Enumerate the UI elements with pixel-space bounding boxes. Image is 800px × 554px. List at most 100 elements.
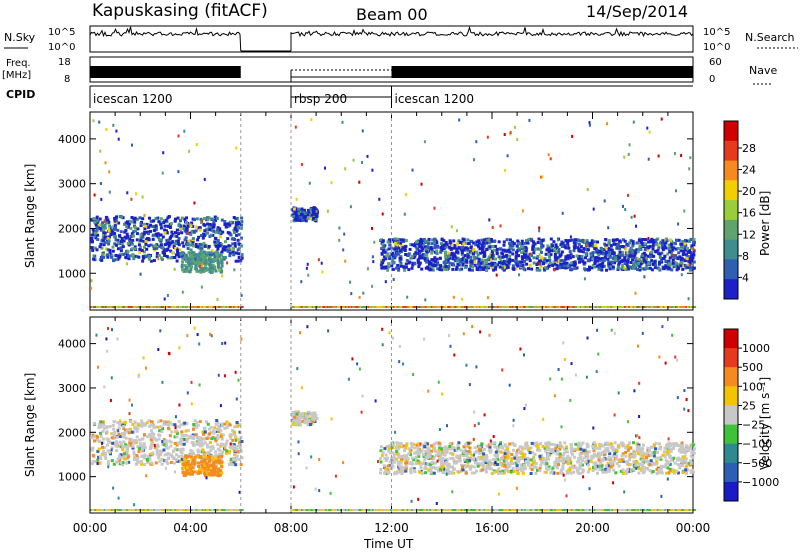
scatter-cell <box>98 226 102 230</box>
scatter-cell <box>409 243 413 247</box>
scatter-cell <box>605 243 609 247</box>
scatter-cell <box>539 259 543 263</box>
scatter-cell <box>688 264 692 267</box>
scatter-cell <box>184 429 188 433</box>
scatter-cell <box>97 447 101 451</box>
scatter-cell <box>150 431 154 435</box>
scatter-cell <box>205 445 209 449</box>
scatter-cell <box>116 254 120 258</box>
scatter-cell <box>425 253 429 257</box>
scatter-cell <box>501 261 505 265</box>
scatter-cell <box>182 244 186 248</box>
scatter-cell <box>126 225 130 229</box>
scatter-cell <box>91 433 95 437</box>
scatter-cell <box>452 239 456 243</box>
scatter-cell <box>441 247 445 250</box>
scatter-cell <box>125 232 129 236</box>
scatter-cell <box>169 461 173 464</box>
scatter-cell <box>414 240 418 244</box>
scatter-cell <box>115 442 119 446</box>
scatter-cell <box>233 244 237 248</box>
scatter-cell <box>550 245 554 249</box>
scatter-cell <box>230 461 234 465</box>
scatter-cell <box>544 267 548 270</box>
scatter-cell <box>438 445 442 449</box>
scatter-cell <box>392 278 395 281</box>
scatter-cell <box>496 453 500 457</box>
scatter-cell <box>490 258 493 262</box>
scatter-cell <box>630 215 633 219</box>
scatter-cell <box>180 430 184 434</box>
scatter-cell <box>626 244 630 247</box>
scatter-cell <box>436 245 440 249</box>
scatter-cell <box>208 263 212 267</box>
scatter-cell <box>423 245 427 249</box>
scatter-cell <box>183 255 187 259</box>
scatter-cell <box>559 468 563 472</box>
scatter-cell <box>490 239 494 243</box>
scatter-cell <box>228 423 232 427</box>
scatter-cell <box>509 509 513 511</box>
scatter-cell <box>188 149 191 153</box>
scatter-cell <box>93 460 97 464</box>
scatter-cell <box>556 471 560 475</box>
scatter-cell <box>581 260 585 264</box>
scatter-cell <box>321 270 324 274</box>
scatter-cell <box>148 425 152 428</box>
scatter-cell <box>659 457 663 461</box>
scatter-cell <box>668 467 672 471</box>
scatter-cell <box>96 238 100 241</box>
scatter-cell <box>425 256 429 260</box>
scatter-cell <box>615 238 619 242</box>
scatter-cell <box>101 252 105 256</box>
scatter-cell <box>561 463 565 467</box>
scatter-cell <box>460 509 464 511</box>
scatter-cell <box>311 417 315 421</box>
scatter-cell <box>205 231 209 235</box>
scatter-cell <box>532 261 536 265</box>
scatter-cell <box>240 236 243 240</box>
scatter-cell <box>437 448 441 452</box>
scatter-cell <box>511 267 515 271</box>
scatter-cell <box>92 257 96 261</box>
scatter-cell <box>199 436 203 440</box>
scatter-cell <box>646 126 649 130</box>
scatter-cell <box>236 225 240 229</box>
scatter-cell <box>561 306 565 308</box>
scatter-cell <box>663 254 667 258</box>
scatter-cell <box>609 246 613 250</box>
scatter-cell <box>147 238 151 242</box>
scatter-cell <box>394 254 398 258</box>
scatter-cell <box>200 285 203 289</box>
scatter-cell <box>215 428 219 431</box>
scatter-cell <box>594 461 598 465</box>
scatter-cell <box>93 221 97 225</box>
scatter-cell <box>651 470 655 473</box>
scatter-cell <box>217 263 220 267</box>
scatter-cell <box>536 446 540 450</box>
scatter-cell <box>590 241 594 245</box>
scatter-cell <box>538 448 542 452</box>
scatter-cell <box>185 231 189 235</box>
scatter-cell <box>175 448 179 452</box>
scatter-cell <box>536 468 539 472</box>
scatter-cell <box>598 455 601 459</box>
scatter-cell <box>438 256 442 260</box>
scatter-cell <box>102 423 106 427</box>
scatter-cell <box>382 265 386 269</box>
scatter-cell <box>112 434 116 438</box>
scatter-cell <box>141 195 144 199</box>
scatter-cell <box>492 268 496 272</box>
scatter-cell <box>306 213 310 217</box>
scatter-cell <box>104 452 107 455</box>
scatter-cell <box>634 251 638 255</box>
scatter-cell <box>477 260 481 264</box>
scatter-cell <box>490 254 494 258</box>
scatter-cell <box>191 441 195 445</box>
scatter-cell <box>124 445 128 449</box>
scatter-cell <box>596 251 600 255</box>
scatter-cell <box>537 237 541 241</box>
scatter-cell <box>135 232 139 236</box>
scatter-cell <box>480 243 484 247</box>
scatter-cell <box>208 261 212 265</box>
